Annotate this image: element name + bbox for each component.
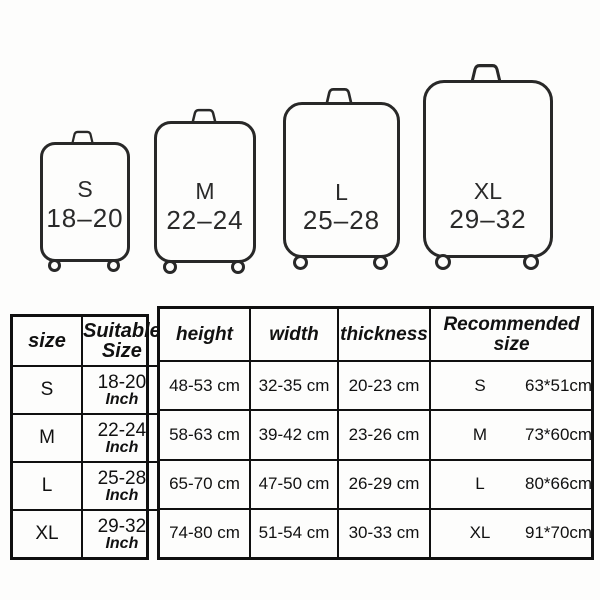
- size-table-cell-suitable: 22-24 Inch: [81, 413, 161, 461]
- suitcase-body: [40, 142, 130, 262]
- dim-table-header-width: width: [249, 309, 337, 360]
- suitcase-body: [423, 80, 553, 258]
- dim-table-cell-height: 58-63 cm: [160, 409, 249, 458]
- recommended-size-value: 80*66cm: [525, 474, 593, 494]
- suitable-range: 18-20: [97, 372, 147, 393]
- size-table: size Suitable Size S 18-20 Inch M 22-24 …: [10, 314, 161, 560]
- suitcase-s: S 18–20: [40, 130, 130, 272]
- suitable-unit: Inch: [105, 535, 139, 552]
- size-table-header-size: size: [28, 330, 66, 352]
- suitcase-handle-icon: [191, 108, 217, 123]
- dim-table-cell-thickness: 26-29 cm: [337, 458, 429, 508]
- dim-table-cell-thickness: 20-23 cm: [337, 360, 429, 410]
- wheel-icon: [435, 254, 451, 270]
- suitcase-l: L 25–28: [283, 87, 400, 270]
- dim-table-cell-height: 48-53 cm: [160, 360, 249, 409]
- suitcase-handle-icon: [71, 130, 94, 144]
- wheel-icon: [373, 255, 388, 270]
- suitable-unit: Inch: [105, 439, 139, 456]
- suitcase-body: [283, 102, 400, 258]
- dim-table-cell-width: 47-50 cm: [249, 458, 337, 508]
- suitcase-size-range: 29–32: [449, 204, 527, 234]
- dim-table-cell-width: 32-35 cm: [249, 360, 337, 410]
- suitcase-handle-icon: [470, 64, 502, 82]
- suitcase-size-range: 18–20: [46, 203, 124, 233]
- wheel-icon: [107, 259, 120, 272]
- suitcase-handle-icon: [325, 87, 353, 104]
- suitcase-size-range: 22–24: [166, 205, 244, 235]
- suitcase-size-letter: XL: [473, 178, 503, 204]
- recommended-size-letter: M: [472, 424, 488, 444]
- wheel-icon: [48, 259, 61, 272]
- recommended-size-value: 63*51cm: [525, 375, 593, 395]
- dim-table-cell-width: 39-42 cm: [249, 409, 337, 459]
- suitable-range: 29-32: [97, 516, 147, 537]
- size-table-cell-size: XL: [13, 509, 81, 557]
- dim-table-cell-width: 51-54 cm: [249, 507, 337, 557]
- wheel-icon: [293, 255, 308, 270]
- size-table-cell-size: S: [13, 365, 81, 413]
- recommended-size-value: 91*70cm: [525, 523, 593, 543]
- suitcase-size-letter: M: [195, 178, 215, 204]
- suitable-range: 25-28: [97, 468, 147, 489]
- dim-table-cell-recommended: L 80*66cm: [429, 458, 593, 508]
- dim-table-cell-thickness: 30-33 cm: [337, 507, 429, 557]
- dim-table-header-recommended: Recommended size: [429, 309, 592, 360]
- suitcase-xl: XL 29–32: [423, 64, 553, 270]
- recommended-size-value: 73*60cm: [525, 424, 593, 444]
- wheel-icon: [523, 254, 539, 270]
- dim-table-cell-height: 74-80 cm: [160, 507, 249, 557]
- suitable-unit: Inch: [105, 391, 139, 408]
- size-table-cell-suitable: 18-20 Inch: [81, 365, 161, 413]
- recommended-size-letter: S: [474, 375, 486, 395]
- size-table-cell-size: M: [13, 413, 81, 461]
- suitable-unit: Inch: [105, 487, 139, 504]
- dim-table-cell-recommended: S 63*51cm: [429, 360, 593, 410]
- recommended-size-letter: XL: [469, 523, 491, 543]
- size-table-cell-suitable: 29-32 Inch: [81, 509, 161, 557]
- dim-table-header-height: height: [176, 323, 233, 345]
- wheel-icon: [231, 260, 245, 274]
- recommended-size-letter: L: [475, 474, 485, 494]
- suitcase-body: [154, 121, 256, 263]
- dim-table-cell-thickness: 23-26 cm: [337, 409, 429, 459]
- dimension-table: height width thickness Recommended size …: [157, 306, 594, 560]
- suitcase-size-letter: S: [77, 176, 93, 202]
- size-table-cell-suitable: 25-28 Inch: [81, 461, 161, 509]
- dim-table-cell-recommended: M 73*60cm: [429, 409, 593, 459]
- suitcase-size-range: 25–28: [302, 205, 381, 235]
- size-table-cell-size: L: [13, 461, 81, 509]
- suitable-range: 22-24: [97, 420, 147, 441]
- dim-table-header-thickness: thickness: [337, 309, 429, 360]
- suitcase-m: M 22–24: [154, 108, 256, 274]
- dim-table-cell-recommended: XL 91*70cm: [429, 507, 593, 557]
- dim-table-cell-height: 65-70 cm: [160, 458, 249, 508]
- size-table-header-suitable: Suitable Size: [81, 317, 161, 365]
- suitcase-size-letter: L: [335, 179, 348, 205]
- wheel-icon: [163, 260, 177, 274]
